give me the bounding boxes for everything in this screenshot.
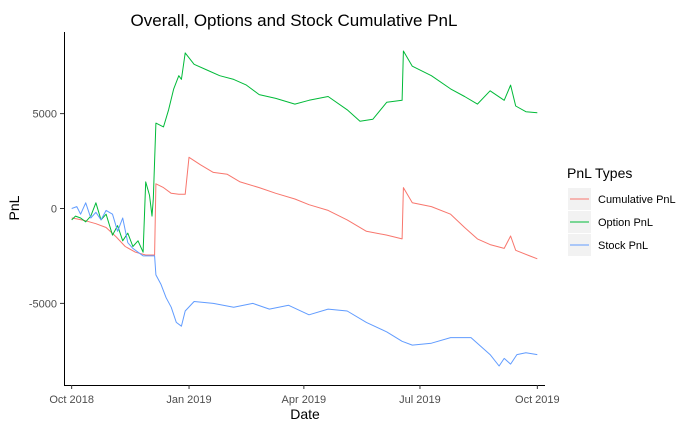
x-tick-label: Jul 2019 xyxy=(399,394,441,406)
x-tick-label: Apr 2019 xyxy=(282,394,327,406)
x-tick-label: Jan 2019 xyxy=(166,394,211,406)
y-tick-label: -5000 xyxy=(29,298,57,310)
chart-title: Overall, Options and Stock Cumulative Pn… xyxy=(131,11,458,30)
legend-label-stock-pnl: Stock PnL xyxy=(598,240,648,252)
y-tick-label: 5000 xyxy=(33,109,57,121)
y-axis-title: PnL xyxy=(6,195,22,220)
legend-label-option-pnl: Option PnL xyxy=(598,217,653,229)
x-axis-title: Date xyxy=(290,406,320,422)
series-line-option-pnl xyxy=(71,50,538,253)
plot-area xyxy=(71,50,538,367)
legend: PnL Types Cumulative PnL Option PnL Stock … xyxy=(567,165,676,256)
x-axis-ticks: Oct 2018 Jan 2019 Apr 2019 Jul 2019 Oct 2019 xyxy=(49,385,560,406)
x-tick-label: Oct 2019 xyxy=(515,394,560,406)
series-line-stock-pnl xyxy=(71,202,538,367)
x-tick-label: Oct 2018 xyxy=(49,394,94,406)
legend-label-cumulative-pnl: Cumulative PnL xyxy=(598,194,676,206)
legend-title: PnL Types xyxy=(567,165,632,181)
y-tick-label: 0 xyxy=(51,204,57,216)
legend-items: Cumulative PnL Option PnL Stock PnL xyxy=(568,188,676,256)
y-axis-ticks: -5000 0 5000 xyxy=(29,109,64,310)
series-line-cumulative-pnl xyxy=(71,156,538,260)
